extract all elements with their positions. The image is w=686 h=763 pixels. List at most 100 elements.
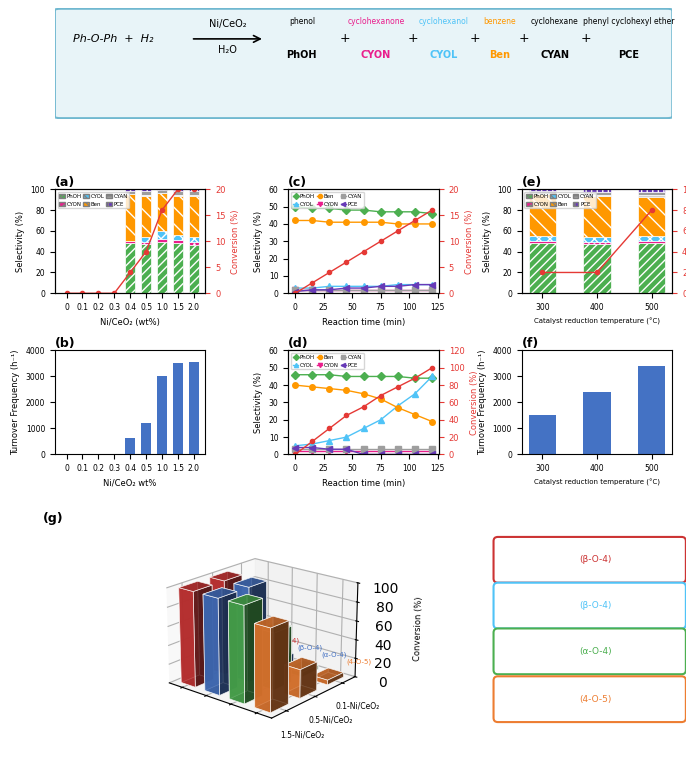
- Ben: [394, 403, 402, 412]
- Bar: [528, 192, 556, 195]
- Ben: [291, 381, 299, 390]
- PhOH: [342, 372, 351, 381]
- Text: +: +: [580, 32, 591, 45]
- CYOL: [342, 433, 351, 442]
- Ben: [359, 389, 368, 398]
- CYAN: [359, 445, 368, 454]
- Ben: [359, 217, 368, 227]
- Bar: [528, 236, 556, 241]
- PhOH: [308, 370, 316, 379]
- CYON: [377, 285, 385, 295]
- Y-axis label: Conversion (%): Conversion (%): [464, 209, 473, 273]
- CYON: [325, 446, 333, 456]
- CYAN: [377, 285, 385, 295]
- CYOL: [394, 280, 402, 289]
- Bar: [638, 241, 665, 243]
- CYON: [308, 285, 316, 295]
- PCE: [411, 450, 419, 459]
- Text: benzene: benzene: [483, 17, 516, 25]
- Text: PCE: PCE: [619, 50, 639, 60]
- Text: CYAN: CYAN: [541, 50, 569, 60]
- Ben: [342, 217, 351, 227]
- Line: CYOL: CYOL: [292, 282, 435, 291]
- Text: H₂O: H₂O: [218, 45, 237, 55]
- CYON: [308, 446, 316, 456]
- PCE: [308, 443, 316, 452]
- Bar: [189, 189, 199, 192]
- Text: (α-O-4): (α-O-4): [579, 647, 611, 656]
- Bar: [528, 195, 556, 236]
- PhOH: [308, 204, 316, 213]
- Text: (d): (d): [288, 337, 309, 350]
- CYOL: [377, 415, 385, 424]
- CYOL: [359, 424, 368, 433]
- Ben: [411, 410, 419, 419]
- CYOL: [325, 436, 333, 445]
- FancyArrowPatch shape: [193, 36, 260, 42]
- CYAN: [342, 445, 351, 454]
- Bar: [638, 189, 665, 192]
- Bar: [141, 195, 151, 237]
- PhOH: [394, 372, 402, 381]
- CYAN: [325, 445, 333, 454]
- PhOH: [291, 370, 299, 379]
- PCE: [342, 445, 351, 454]
- Line: PCE: PCE: [292, 282, 435, 295]
- Bar: [189, 243, 199, 246]
- FancyBboxPatch shape: [493, 537, 686, 583]
- Text: (β-O-4): (β-O-4): [579, 555, 611, 565]
- PhOH: [342, 205, 351, 214]
- CYOL: [394, 401, 402, 410]
- Y-axis label: Turnover Frequency (h⁻¹): Turnover Frequency (h⁻¹): [478, 349, 487, 456]
- CYAN: [359, 285, 368, 295]
- PhOH: [411, 374, 419, 383]
- Bar: [141, 237, 151, 243]
- Bar: [126, 437, 135, 455]
- Bar: [638, 236, 665, 241]
- Y-axis label: Selectivity (%): Selectivity (%): [255, 372, 263, 433]
- CYOL: [428, 280, 436, 289]
- Legend: PhOH, CYOL, Ben, CYON, CYAN, PCE: PhOH, CYOL, Ben, CYON, CYAN, PCE: [291, 353, 364, 369]
- Bar: [126, 241, 135, 243]
- PCE: [359, 450, 368, 459]
- Bar: [173, 240, 182, 243]
- PCE: [428, 450, 436, 459]
- PCE: [394, 282, 402, 291]
- PhOH: [359, 372, 368, 381]
- CYOL: [291, 284, 299, 293]
- Bar: [173, 363, 182, 455]
- Bar: [189, 192, 199, 195]
- PCE: [291, 443, 299, 452]
- Bar: [173, 195, 182, 235]
- Line: CYAN: CYAN: [292, 446, 435, 452]
- CYON: [411, 285, 419, 295]
- Line: Ben: Ben: [292, 217, 435, 227]
- Text: +: +: [519, 32, 530, 45]
- Text: phenol: phenol: [289, 17, 315, 25]
- CYOL: [428, 372, 436, 381]
- CYON: [325, 285, 333, 295]
- PhOH: [325, 204, 333, 213]
- Bar: [173, 189, 182, 192]
- Bar: [173, 235, 182, 240]
- PCE: [325, 285, 333, 295]
- CYAN: [428, 445, 436, 454]
- Bar: [157, 243, 167, 293]
- Text: (c): (c): [288, 176, 307, 189]
- Y-axis label: Selectivity (%): Selectivity (%): [255, 211, 263, 272]
- CYAN: [394, 285, 402, 295]
- Bar: [173, 243, 182, 293]
- Line: Ben: Ben: [292, 382, 435, 424]
- X-axis label: Catalyst reduction temperature (°C): Catalyst reduction temperature (°C): [534, 317, 660, 325]
- Text: Ph-O-Ph  +  H₂: Ph-O-Ph + H₂: [73, 34, 154, 44]
- Bar: [189, 246, 199, 293]
- Bar: [638, 192, 665, 197]
- CYAN: [308, 285, 316, 295]
- Ben: [308, 216, 316, 225]
- Y-axis label: Turnover Frequency (h⁻¹): Turnover Frequency (h⁻¹): [11, 349, 20, 456]
- CYOL: [308, 439, 316, 449]
- Ben: [411, 220, 419, 229]
- CYON: [428, 446, 436, 456]
- Text: (4-O-5): (4-O-5): [579, 694, 611, 703]
- Bar: [189, 195, 199, 237]
